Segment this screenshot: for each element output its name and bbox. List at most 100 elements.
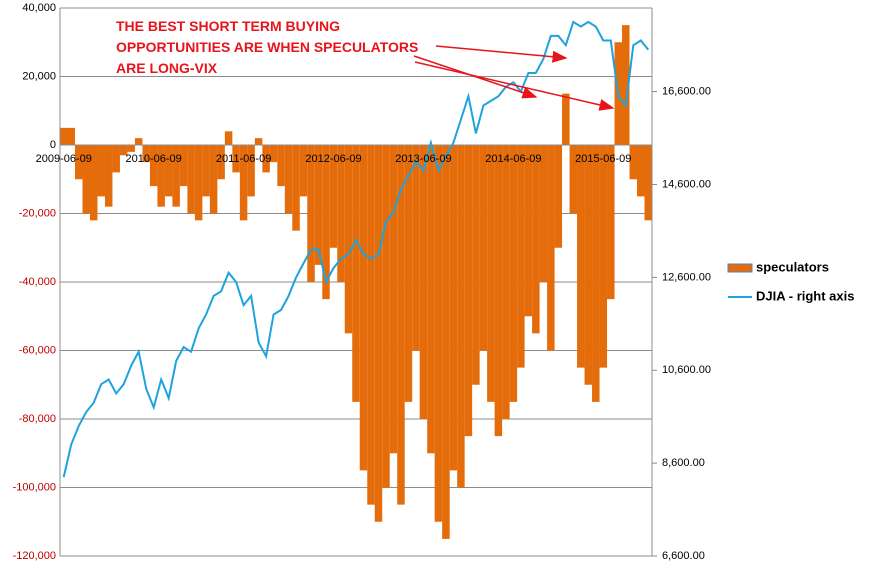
- bar: [509, 145, 518, 402]
- bar: [464, 145, 473, 437]
- bar: [74, 145, 83, 180]
- annotation: OPPORTUNITIES ARE WHEN SPECULATORS: [116, 39, 418, 55]
- bar: [607, 145, 615, 300]
- bar: [67, 127, 75, 145]
- annotation: THE BEST SHORT TERM BUYING: [116, 18, 340, 34]
- bar: [307, 145, 315, 282]
- bar: [449, 145, 458, 471]
- bar: [479, 145, 488, 351]
- y2-tick-label: 6,600.00: [662, 550, 705, 562]
- x-tick-label: 2013-06-09: [395, 153, 451, 165]
- bar: [112, 145, 120, 173]
- legend-swatch: [727, 263, 753, 273]
- bar: [629, 145, 638, 180]
- bar: [547, 145, 555, 351]
- legend-label: DJIA - right axis: [756, 288, 854, 303]
- bar: [539, 145, 548, 282]
- bar: [472, 145, 480, 385]
- y-tick-label: -120,000: [13, 550, 56, 562]
- bar: [329, 145, 338, 248]
- bar: [352, 145, 360, 402]
- bar: [404, 145, 413, 402]
- bar: [584, 145, 593, 385]
- bar: [232, 145, 240, 173]
- x-tick-label: 2014-06-09: [485, 153, 541, 165]
- bar: [577, 145, 585, 368]
- bar: [119, 145, 128, 156]
- bar: [412, 145, 420, 351]
- bar: [622, 25, 630, 145]
- bar: [389, 145, 398, 454]
- bar: [254, 138, 263, 145]
- y-tick-label: -20,000: [19, 207, 56, 219]
- x-tick-label: 2011-06-09: [216, 153, 271, 165]
- bar: [217, 145, 225, 180]
- bar: [104, 145, 113, 207]
- bar: [367, 145, 375, 505]
- bar: [524, 145, 533, 317]
- legend-label: speculators: [756, 259, 829, 274]
- bar: [292, 145, 300, 231]
- bar: [89, 145, 98, 221]
- bar: [374, 145, 383, 522]
- x-tick-label: 2015-06-09: [575, 153, 631, 165]
- bar: [434, 145, 443, 522]
- bar: [419, 145, 428, 419]
- bar: [502, 145, 510, 419]
- bar: [637, 145, 645, 197]
- bar: [599, 145, 608, 368]
- y-tick-label: 40,000: [22, 2, 56, 14]
- y-tick-label: 20,000: [22, 70, 56, 82]
- bar: [194, 145, 203, 221]
- x-tick-label: 2012-06-09: [305, 153, 361, 165]
- bar: [457, 145, 465, 488]
- bar: [187, 145, 195, 214]
- bar: [517, 145, 525, 368]
- bar: [427, 145, 435, 454]
- bar: [277, 145, 285, 187]
- bar: [164, 145, 173, 197]
- bar: [592, 145, 600, 402]
- y2-tick-label: 16,600.00: [662, 85, 711, 97]
- bar: [487, 145, 495, 402]
- bar: [554, 145, 563, 248]
- bar: [172, 145, 180, 207]
- bar: [397, 145, 405, 505]
- bar: [134, 138, 143, 145]
- bar: [344, 145, 353, 334]
- y2-tick-label: 12,600.00: [662, 271, 711, 283]
- bar: [202, 145, 210, 197]
- bar: [442, 145, 450, 539]
- bar: [644, 145, 652, 221]
- bar: [60, 127, 68, 145]
- y-tick-label: 0: [50, 139, 56, 151]
- bar: [337, 145, 345, 282]
- bar: [382, 145, 390, 488]
- y2-tick-label: 14,600.00: [662, 178, 711, 190]
- y2-tick-label: 8,600.00: [662, 457, 705, 469]
- y-tick-label: -40,000: [19, 276, 56, 288]
- bar: [149, 145, 158, 187]
- y-tick-label: -60,000: [19, 344, 56, 356]
- x-tick-label: 2010-06-09: [126, 153, 182, 165]
- y2-tick-label: 10,600.00: [662, 364, 711, 376]
- bar: [209, 145, 218, 214]
- line: [62, 20, 650, 478]
- bar: [97, 145, 105, 197]
- bar: [532, 145, 540, 334]
- bar: [224, 131, 233, 145]
- bar: [247, 145, 255, 197]
- x-tick-label: 2009-06-09: [36, 153, 92, 165]
- bar: [239, 145, 248, 221]
- bar: [494, 145, 503, 437]
- bar: [284, 145, 293, 214]
- bar: [142, 145, 150, 163]
- annotation: ARE LONG-VIX: [116, 60, 218, 76]
- bar: [314, 145, 323, 265]
- bar: [269, 145, 278, 163]
- y-tick-label: -80,000: [19, 413, 56, 425]
- bar: [82, 145, 90, 214]
- y-tick-label: -100,000: [13, 481, 56, 493]
- arrow: [414, 61, 615, 111]
